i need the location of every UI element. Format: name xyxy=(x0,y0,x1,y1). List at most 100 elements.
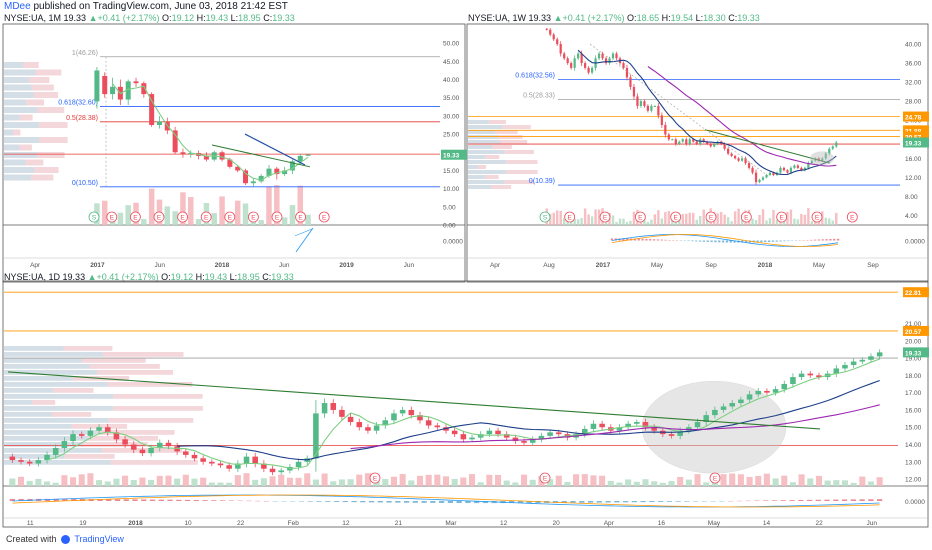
volume-bar xyxy=(651,481,658,486)
earnings-marker-text: E xyxy=(373,476,378,483)
volume-bar xyxy=(258,220,264,225)
volume-bar xyxy=(646,221,650,225)
publish-line: MDee published on TradingView.com, June … xyxy=(4,1,288,12)
macd-hist xyxy=(474,501,480,504)
candle xyxy=(590,423,597,429)
earnings-marker-text: E xyxy=(180,215,185,222)
volume-bar xyxy=(434,474,441,486)
volume-bar xyxy=(266,186,272,225)
candle xyxy=(547,432,553,436)
panel-frame-1 xyxy=(466,23,929,283)
candle xyxy=(587,67,590,73)
volume-bar xyxy=(390,476,397,486)
volume-bar xyxy=(758,214,761,225)
macd-hist xyxy=(756,240,759,243)
volume-profile-bar xyxy=(4,167,35,173)
volume-bar xyxy=(52,482,59,486)
volume-profile-bar xyxy=(23,62,39,68)
monthly-symbol[interactable]: NYSE:UA, 1M xyxy=(4,13,62,23)
y-tick-label: 17.00 xyxy=(905,390,922,397)
volume-bar xyxy=(618,218,622,225)
volume-bar xyxy=(763,473,770,486)
candle xyxy=(139,449,146,454)
volume-bar xyxy=(503,480,510,486)
macd-hist xyxy=(718,240,721,243)
candle xyxy=(657,105,660,116)
volume-bar xyxy=(828,218,831,225)
y-tick-label: 4.00 xyxy=(905,213,918,220)
earnings-marker xyxy=(153,211,165,223)
earnings-marker xyxy=(564,211,576,223)
volume-bar xyxy=(737,208,740,225)
macd-hist xyxy=(123,499,129,501)
macd-hist xyxy=(114,499,121,501)
fib-level-label: 0(10.50) xyxy=(72,180,98,187)
volume-bar xyxy=(188,197,194,225)
volume-bar xyxy=(867,481,875,486)
volume-profile-bar xyxy=(477,165,486,169)
x-tick-label: 20 xyxy=(553,520,561,527)
candle xyxy=(798,373,805,378)
monthly-change: +0.41 (+2.17%) xyxy=(97,13,160,23)
candle xyxy=(694,422,701,428)
volume-profile-bar xyxy=(491,185,512,189)
volume-profile-bar xyxy=(4,382,108,387)
volume-bar xyxy=(529,479,536,486)
x-tick-label: May xyxy=(708,520,721,527)
daily-high: 19.43 xyxy=(204,272,228,282)
macd-hist xyxy=(876,499,883,501)
weekly-symbol[interactable]: NYSE:UA, 1W xyxy=(468,13,527,23)
macd-hist xyxy=(421,501,427,503)
candle xyxy=(583,63,587,68)
macd-hist xyxy=(850,499,856,501)
candle xyxy=(755,390,762,395)
candle xyxy=(566,58,569,64)
macd-hist xyxy=(626,238,629,241)
candle xyxy=(172,130,178,153)
candle xyxy=(78,434,85,436)
macd-hist xyxy=(657,501,664,502)
author-link[interactable]: MDee xyxy=(4,1,31,12)
candle xyxy=(761,177,765,180)
earnings-marker-text: E xyxy=(204,215,209,222)
volume-bar xyxy=(775,219,779,225)
candle xyxy=(807,373,814,376)
candle xyxy=(52,447,59,455)
x-tick-label: 12 xyxy=(500,520,508,527)
candle xyxy=(611,53,615,59)
macd-hist xyxy=(787,240,790,242)
macd-hist xyxy=(228,500,235,501)
candle xyxy=(629,77,632,87)
indicator-line xyxy=(294,228,314,237)
candle xyxy=(477,434,484,438)
volume-profile-bar xyxy=(32,400,56,405)
weekly-close: 19.33 xyxy=(737,13,760,23)
volume-bar xyxy=(70,477,77,486)
daily-symbol[interactable]: NYSE:UA, 1D xyxy=(4,272,61,282)
weekly-open: 18.65 xyxy=(636,13,660,23)
candle xyxy=(604,58,608,64)
candle xyxy=(266,168,272,176)
candle xyxy=(243,456,250,464)
macd-hist xyxy=(771,500,778,501)
volume-bar xyxy=(321,473,328,486)
candle xyxy=(706,141,709,145)
volume-profile-bar xyxy=(468,180,505,184)
candle xyxy=(580,53,583,64)
volume-bar xyxy=(512,482,519,486)
volume-bar xyxy=(629,220,632,225)
brand-link[interactable]: TradingView xyxy=(74,534,124,544)
candle xyxy=(417,415,423,421)
candle xyxy=(373,425,380,431)
y-tick-label: 16.00 xyxy=(905,407,922,414)
earnings-marker-text: E xyxy=(713,476,718,483)
split-marker xyxy=(88,211,100,223)
volume-profile-bar xyxy=(4,99,27,106)
volume-bar xyxy=(587,214,590,225)
volume-profile-bar xyxy=(4,69,36,76)
volume-bar xyxy=(573,218,576,225)
volume-profile-bar xyxy=(64,454,115,459)
volume-bar xyxy=(61,475,68,486)
x-tick-label: 2017 xyxy=(90,262,105,269)
